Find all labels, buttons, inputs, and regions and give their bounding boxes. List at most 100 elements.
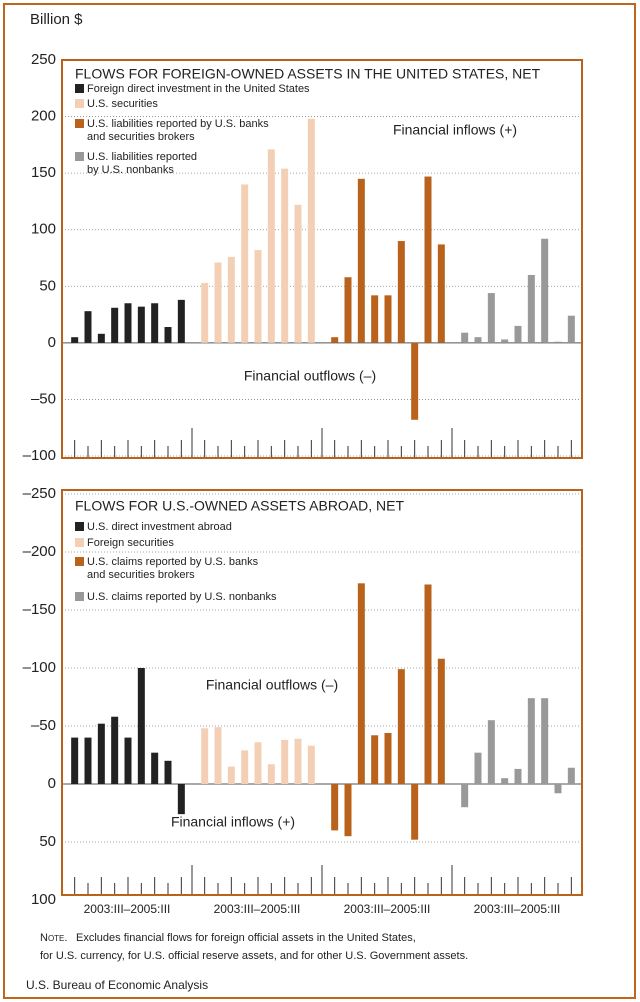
legend-label: U.S. liabilities reported by U.S. banks a… [87, 118, 269, 143]
bar [461, 784, 469, 808]
x-group-label: 2003:III–2005:III [84, 902, 171, 916]
bar [151, 303, 159, 343]
plot-frame [61, 489, 583, 896]
bar [227, 256, 235, 343]
bar [111, 307, 119, 343]
y-tick-label: 0 [48, 334, 56, 351]
chart-title: FLOWS FOR FOREIGN-OWNED ASSETS IN THE UN… [75, 66, 541, 82]
bar [307, 745, 315, 784]
legend-label: U.S. claims reported by U.S. nonbanks [87, 591, 277, 603]
y-tick-label: 50 [39, 277, 56, 294]
bar [137, 668, 145, 784]
bar [424, 176, 432, 343]
bar [437, 658, 445, 784]
bar [487, 720, 495, 784]
bar [437, 244, 445, 343]
bar [397, 669, 405, 784]
bar [71, 337, 79, 343]
legend-label: Foreign securities [87, 537, 174, 549]
y-tick-label: 0 [48, 775, 56, 792]
legend-label: U.S. direct investment abroad [87, 521, 232, 533]
bar [111, 716, 119, 784]
y-tick-label: 150 [31, 164, 56, 181]
bar [487, 293, 495, 343]
legend-label: U.S. liabilities reported by U.S. nonbank… [87, 151, 197, 176]
bar [151, 752, 159, 784]
bar [371, 295, 379, 343]
bar [474, 337, 482, 343]
y-tick-label: 100 [31, 891, 56, 908]
bar [344, 784, 352, 837]
legend-swatch [75, 99, 84, 108]
bar [267, 764, 275, 784]
bar [384, 295, 392, 343]
y-tick-label: –100 [23, 447, 56, 464]
y-tick-label: 250 [31, 51, 56, 68]
plot-frame [61, 59, 583, 459]
note: Excludes financial flows for foreign off… [76, 932, 416, 944]
y-tick-label: 200 [31, 108, 56, 125]
legend-label: U.S. securities [87, 98, 158, 110]
bar [254, 250, 262, 343]
bar [501, 339, 509, 343]
annotation: Financial outflows (–) [206, 677, 338, 693]
x-group-label: 2003:III–2005:III [474, 902, 561, 916]
y-axis-label: Billion $ [30, 11, 83, 28]
bar [357, 583, 365, 784]
bar [281, 739, 289, 784]
annotation: Financial outflows (–) [244, 368, 376, 384]
bar [294, 204, 302, 343]
bar [357, 178, 365, 343]
y-tick-label: –100 [23, 659, 56, 676]
legend-swatch [75, 557, 84, 566]
y-tick-label: –150 [23, 601, 56, 618]
legend-swatch [75, 119, 84, 128]
bar [554, 341, 562, 343]
annotation: Financial inflows (+) [393, 122, 517, 138]
bar [281, 168, 289, 343]
bar [527, 698, 535, 784]
bar [461, 332, 469, 343]
bar [294, 738, 302, 784]
outer-border [3, 3, 636, 999]
bar [397, 241, 405, 343]
bar [241, 750, 249, 784]
bar [97, 723, 105, 784]
bar [241, 184, 249, 343]
bar [514, 768, 522, 784]
chart-title: FLOWS FOR U.S.-OWNED ASSETS ABROAD, NET [75, 498, 404, 514]
bar [344, 277, 352, 343]
y-tick-label: 100 [31, 221, 56, 238]
bar [124, 737, 132, 784]
legend-label: Foreign direct investment in the United … [87, 83, 310, 95]
bar [254, 742, 262, 784]
x-group-label: 2003:III–2005:III [344, 902, 431, 916]
bar [541, 698, 549, 784]
legend-swatch [75, 538, 84, 547]
bar [177, 299, 185, 343]
legend-swatch [75, 84, 84, 93]
bar [474, 752, 482, 784]
bar [424, 584, 432, 784]
y-tick-label: –250 [23, 485, 56, 502]
bar [411, 784, 419, 840]
bar [527, 274, 535, 343]
legend-label: U.S. claims reported by U.S. banks and se… [87, 556, 259, 581]
bar [124, 303, 132, 343]
bar [214, 727, 222, 784]
bar [177, 784, 185, 815]
bar [137, 306, 145, 343]
bar [371, 735, 379, 784]
y-tick-label: –200 [23, 543, 56, 560]
source: U.S. Bureau of Economic Analysis [26, 978, 208, 992]
x-group-label: 2003:III–2005:III [214, 902, 301, 916]
bar [541, 238, 549, 343]
bar [214, 262, 222, 343]
bar [84, 311, 92, 343]
bar [384, 732, 392, 784]
bar [411, 342, 419, 420]
bar [567, 767, 575, 784]
bar [164, 327, 172, 343]
bar [97, 333, 105, 343]
